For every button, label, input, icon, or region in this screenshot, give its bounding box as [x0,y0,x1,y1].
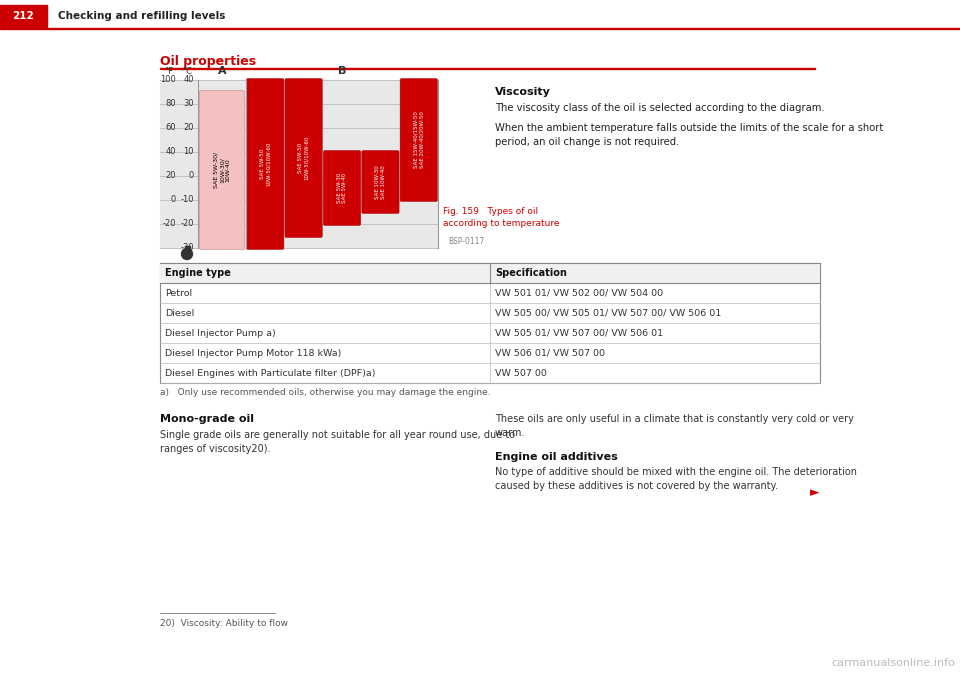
Text: -10: -10 [180,195,194,205]
Text: Diesel Engines with Particulate filter (DPF)a): Diesel Engines with Particulate filter (… [165,369,375,378]
Bar [0,5,47,27]
Bar [160,80,438,248]
Text: 10: 10 [183,148,194,157]
Text: SAE 5W-50
10W-50/10W-60: SAE 5W-50 10W-50/10W-60 [260,142,271,186]
Text: Diesel Injector Pump a): Diesel Injector Pump a) [165,329,276,338]
Text: 0: 0 [189,172,194,180]
Circle shape [181,249,193,260]
Text: Oil properties: Oil properties [160,56,256,68]
Text: No type of additive should be mixed with the engine oil. The deterioration
cause: No type of additive should be mixed with… [495,467,857,491]
Text: 20)  Viscosity: Ability to flow: 20) Viscosity: Ability to flow [160,619,288,628]
Text: Engine oil additives: Engine oil additives [495,452,617,462]
Text: 20: 20 [183,123,194,132]
FancyBboxPatch shape [324,151,361,226]
Text: SAE 5W-50
10W-50/10W-60: SAE 5W-50 10W-50/10W-60 [299,136,309,180]
Text: °C: °C [182,67,192,76]
Text: carmanualsonline.info: carmanualsonline.info [831,658,955,668]
FancyBboxPatch shape [200,90,245,250]
Text: BSP-0117: BSP-0117 [448,237,484,246]
Bar [184,246,189,254]
Text: °F: °F [164,67,174,76]
Text: SAE 5W-30
SAE 5W-40: SAE 5W-30 SAE 5W-40 [337,173,348,203]
Text: -30: -30 [180,243,194,252]
Text: Engine type: Engine type [165,268,230,278]
Text: a)   Only use recommended oils, otherwise you may damage the engine.: a) Only use recommended oils, otherwise … [160,388,491,397]
Text: SAE 15W-40/15W-50
SAE 20W-40/20W-50: SAE 15W-40/15W-50 SAE 20W-40/20W-50 [414,112,424,168]
Text: -20: -20 [162,220,176,228]
Text: VW 507 00: VW 507 00 [495,369,547,378]
Text: 60: 60 [165,123,176,132]
Text: VW 501 01/ VW 502 00/ VW 504 00: VW 501 01/ VW 502 00/ VW 504 00 [495,289,663,298]
Text: 212: 212 [12,11,34,21]
Text: These oils are only useful in a climate that is constantly very cold or very
war: These oils are only useful in a climate … [495,414,853,438]
Text: 80: 80 [165,100,176,108]
Bar [160,263,820,283]
FancyBboxPatch shape [362,151,399,214]
Text: 40: 40 [183,75,194,85]
Text: Diesel: Diesel [165,308,194,317]
Text: Petrol: Petrol [165,289,192,298]
Text: VW 506 01/ VW 507 00: VW 506 01/ VW 507 00 [495,348,605,357]
Text: When the ambient temperature falls outside the limits of the scale for a short
p: When the ambient temperature falls outsi… [495,123,883,147]
Text: SAE 5W-30/
10W-30/
10W-40: SAE 5W-30/ 10W-30/ 10W-40 [213,152,230,188]
Text: Diesel Injector Pump Motor 118 kWa): Diesel Injector Pump Motor 118 kWa) [165,348,342,357]
Text: 100: 100 [160,75,176,85]
Text: 30: 30 [183,100,194,108]
Text: 0: 0 [171,195,176,205]
Text: VW 505 01/ VW 507 00/ VW 506 01: VW 505 01/ VW 507 00/ VW 506 01 [495,329,663,338]
Text: VW 505 00/ VW 505 01/ VW 507 00/ VW 506 01: VW 505 00/ VW 505 01/ VW 507 00/ VW 506 … [495,308,721,317]
Bar [0,28,960,29]
Text: Mono-grade oil: Mono-grade oil [160,414,254,424]
FancyBboxPatch shape [285,79,323,237]
FancyBboxPatch shape [247,79,284,250]
Text: SAE 10W-30
SAE 10W-40: SAE 10W-30 SAE 10W-40 [375,165,386,199]
Text: Single grade oils are generally not suitable for all year round use, due to
rang: Single grade oils are generally not suit… [160,430,516,454]
Text: -20: -20 [180,220,194,228]
Text: Viscosity: Viscosity [495,87,551,97]
Text: Specification: Specification [495,268,566,278]
Text: B: B [338,66,347,76]
FancyBboxPatch shape [400,79,438,201]
Bar [160,68,815,69]
Text: A: A [218,66,227,76]
Text: Fig. 159   Types of oil
according to temperature: Fig. 159 Types of oil according to tempe… [443,207,560,228]
Text: The viscosity class of the oil is selected according to the diagram.: The viscosity class of the oil is select… [495,103,825,113]
Bar [160,263,820,383]
Text: 40: 40 [165,148,176,157]
Text: 20: 20 [165,172,176,180]
Text: Checking and refilling levels: Checking and refilling levels [58,11,226,21]
Text: ►: ► [810,486,820,499]
